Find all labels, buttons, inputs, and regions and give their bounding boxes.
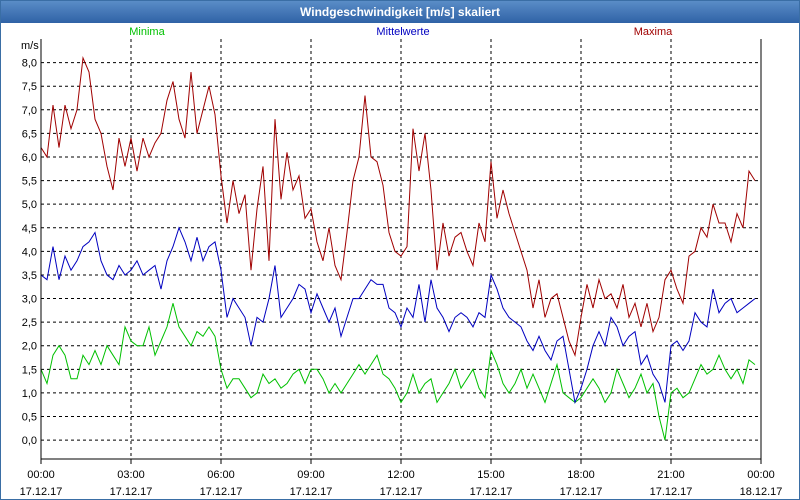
y-tick-label: 5,5 <box>22 176 37 188</box>
x-tick-time: 03:00 <box>117 469 145 481</box>
y-tick-label: 3,5 <box>22 270 37 282</box>
y-tick-label: 5,0 <box>22 199 37 211</box>
y-tick-label: 6,5 <box>22 128 37 140</box>
legend-max-label: Maxima <box>634 26 673 38</box>
y-tick-label: 4,5 <box>22 223 37 235</box>
x-tick-time: 00:00 <box>27 469 55 481</box>
x-tick-date: 18.12.17 <box>740 486 783 498</box>
x-tick-time: 21:00 <box>657 469 685 481</box>
grid <box>41 39 761 459</box>
window-title: Windgeschwindigkeit [m/s] skaliert <box>1 1 799 23</box>
x-tick-date: 17.12.17 <box>290 486 333 498</box>
series-lines <box>40 55 756 441</box>
x-tick-date: 17.12.17 <box>380 486 423 498</box>
y-tick-label: 7,0 <box>22 105 37 117</box>
x-tick-date: 17.12.17 <box>470 486 513 498</box>
x-tick-time: 15:00 <box>477 469 505 481</box>
x-tick-date: 17.12.17 <box>650 486 693 498</box>
x-tick-date: 17.12.17 <box>20 486 63 498</box>
x-tick-time: 18:00 <box>567 469 595 481</box>
y-tick-label: 1,5 <box>22 364 37 376</box>
y-tick-label: 8,0 <box>22 58 37 70</box>
axes: 8,0 7,5 7,0 6,5 6,0 5,5 5,0 4,5 4,0 3,5 3,0 2,5 2,0 1… <box>20 39 783 498</box>
legend-mean-label: Mittelwerte <box>376 26 429 38</box>
series-maxima-line <box>40 55 756 358</box>
x-tick-time: 12:00 <box>387 469 415 481</box>
y-tick-label: 4,0 <box>22 246 37 258</box>
y-tick-label: 1,0 <box>22 388 37 400</box>
legend-min-label: Minima <box>129 26 165 38</box>
x-tick-date: 17.12.17 <box>110 486 153 498</box>
y-tick-label: 6,0 <box>22 152 37 164</box>
y-tick-label: 3,0 <box>22 294 37 306</box>
y-axis-unit: m/s <box>21 40 39 52</box>
x-tick-time: 06:00 <box>207 469 235 481</box>
y-tick-label: 0,0 <box>22 435 37 447</box>
x-tick-time: 00:00 <box>747 469 775 481</box>
x-tick-date: 17.12.17 <box>200 486 243 498</box>
y-tick-label: 7,5 <box>22 81 37 93</box>
series-minima-line <box>40 303 756 441</box>
y-tick-label: 2,5 <box>22 317 37 329</box>
series-mittelwerte-line <box>40 226 756 405</box>
y-tick-label: 2,0 <box>22 341 37 353</box>
wind-speed-chart: 8,0 7,5 7,0 6,5 6,0 5,5 5,0 4,5 4,0 3,5 3,0 2,5 2,0 1… <box>20 26 783 498</box>
x-tick-date: 17.12.17 <box>560 486 603 498</box>
x-tick-time: 09:00 <box>297 469 325 481</box>
y-tick-label: 0,5 <box>22 412 37 424</box>
